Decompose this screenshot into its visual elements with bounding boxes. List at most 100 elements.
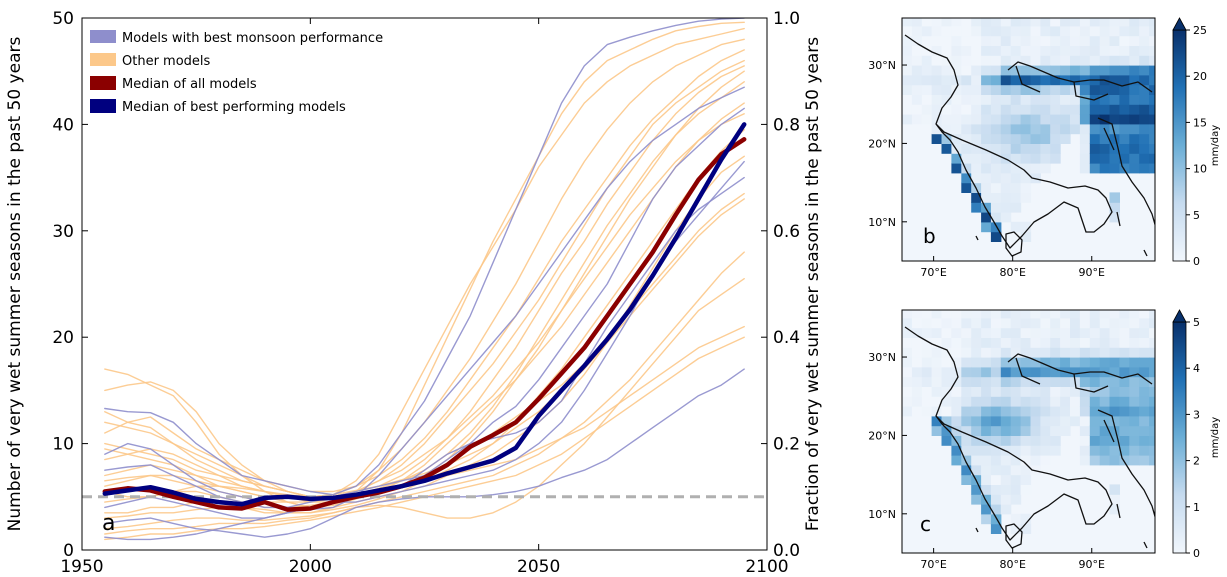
grid-cell <box>1040 163 1051 174</box>
grid-cell <box>1070 74 1081 86</box>
grid-cell <box>1109 347 1120 358</box>
colorbar-tick-label: 25 <box>1193 24 1207 37</box>
grid-cell <box>1030 464 1041 476</box>
grid-cell <box>931 406 943 417</box>
grid-cell <box>1099 55 1111 66</box>
grid-cell <box>951 84 962 95</box>
grid-cell <box>961 45 972 56</box>
grid-cell <box>1129 114 1140 125</box>
grid-cell <box>921 366 933 378</box>
grid-cell <box>1000 45 1012 56</box>
grid-cell <box>1129 55 1140 66</box>
best-model-line <box>104 176 745 541</box>
grid-cell <box>931 25 943 37</box>
grid-cell <box>1040 386 1051 397</box>
grid-cell <box>971 74 982 86</box>
grid-cell <box>1030 114 1041 125</box>
grid-cell <box>1129 366 1140 378</box>
grid-cell <box>1000 74 1012 86</box>
grid-cell <box>1010 18 1022 27</box>
grid-cell <box>1000 143 1012 154</box>
grid-cell <box>1139 327 1150 338</box>
colorbar-tick-label: 0 <box>1193 255 1200 268</box>
grid-cell <box>1070 35 1081 46</box>
grid-cell <box>961 153 972 164</box>
grid-cell <box>1109 104 1120 115</box>
grid-cell <box>1060 357 1071 368</box>
grid-cell <box>1020 104 1032 115</box>
grid-cell <box>990 327 1002 338</box>
grid-cell <box>1099 425 1111 436</box>
grid-cell <box>990 474 1002 485</box>
grid-cell <box>1149 104 1155 115</box>
grid-cell <box>1050 74 1061 86</box>
grid-cell <box>951 114 962 125</box>
grid-cell <box>1030 163 1041 174</box>
grid-cell <box>1000 172 1012 184</box>
grid-cell <box>1040 104 1051 115</box>
grid-cell <box>1050 18 1061 27</box>
lat-tick-label: 20°N <box>868 137 896 150</box>
grid-cell <box>961 35 972 46</box>
grid-cell <box>990 396 1002 407</box>
grid-cell <box>961 366 972 378</box>
lat-tick-label: 10°N <box>868 508 896 521</box>
grid-cell <box>1050 347 1061 358</box>
grid-cell <box>931 55 943 66</box>
grid-cell <box>981 376 992 387</box>
grid-cell <box>1109 65 1120 76</box>
grid-cell <box>1089 133 1101 144</box>
grid-cell <box>902 84 913 95</box>
grid-cell <box>931 347 943 358</box>
grid-cell <box>951 317 962 329</box>
grid-cell <box>1040 35 1051 46</box>
grid-cell <box>1119 18 1130 27</box>
grid-cell <box>1010 202 1022 213</box>
grid-cell <box>990 337 1002 348</box>
grid-cell <box>1139 317 1150 329</box>
grid-cell <box>1119 317 1130 329</box>
grid-cell <box>921 74 933 86</box>
grid-cell <box>951 104 962 115</box>
grid-cell <box>1040 74 1051 86</box>
grid-cell <box>990 104 1002 115</box>
other-model-line <box>104 65 745 500</box>
grid-cell <box>961 25 972 37</box>
grid-cell <box>1000 376 1012 387</box>
other-model-line <box>104 278 745 535</box>
grid-cell <box>1020 327 1032 338</box>
grid-cell <box>1079 445 1091 456</box>
map-panel-b: 70°E 80°E 90°E 10°N 20°N 30°N b 0 5 10 15 20 25 mm/… <box>868 17 1221 279</box>
grid-cell <box>1079 425 1091 436</box>
grid-cell <box>1030 317 1041 329</box>
grid-cell <box>971 464 982 476</box>
grid-cell <box>1050 376 1061 387</box>
grid-cell <box>961 474 972 485</box>
grid-cell <box>1030 104 1041 115</box>
y-tick-label: 40 <box>52 115 74 135</box>
grid-cell <box>1000 386 1012 397</box>
grid-cell <box>1040 133 1051 144</box>
y-tick-label: 0 <box>63 541 74 561</box>
grid-cell <box>1079 84 1091 95</box>
grid-cell <box>1089 153 1101 164</box>
grid-cell <box>1079 104 1091 115</box>
grid-cell <box>1040 406 1051 417</box>
grid-cell <box>981 45 992 56</box>
grid-cell <box>951 337 962 348</box>
grid-cell <box>971 494 982 505</box>
grid-cell <box>951 425 962 436</box>
grid-cell <box>1089 123 1101 135</box>
grid-cell <box>1129 435 1140 446</box>
grid-cell <box>931 337 943 348</box>
grid-cell <box>1079 310 1091 319</box>
grid-cell <box>1139 94 1150 105</box>
grid-cell <box>1089 18 1101 27</box>
y-tick-label: 20 <box>52 328 74 348</box>
grid-cell <box>1020 123 1032 135</box>
grid-cell <box>990 65 1002 76</box>
grid-cell <box>1089 347 1101 358</box>
map-frame <box>901 17 1156 262</box>
grid-cell <box>1119 35 1130 46</box>
grid-cell <box>1010 65 1022 76</box>
